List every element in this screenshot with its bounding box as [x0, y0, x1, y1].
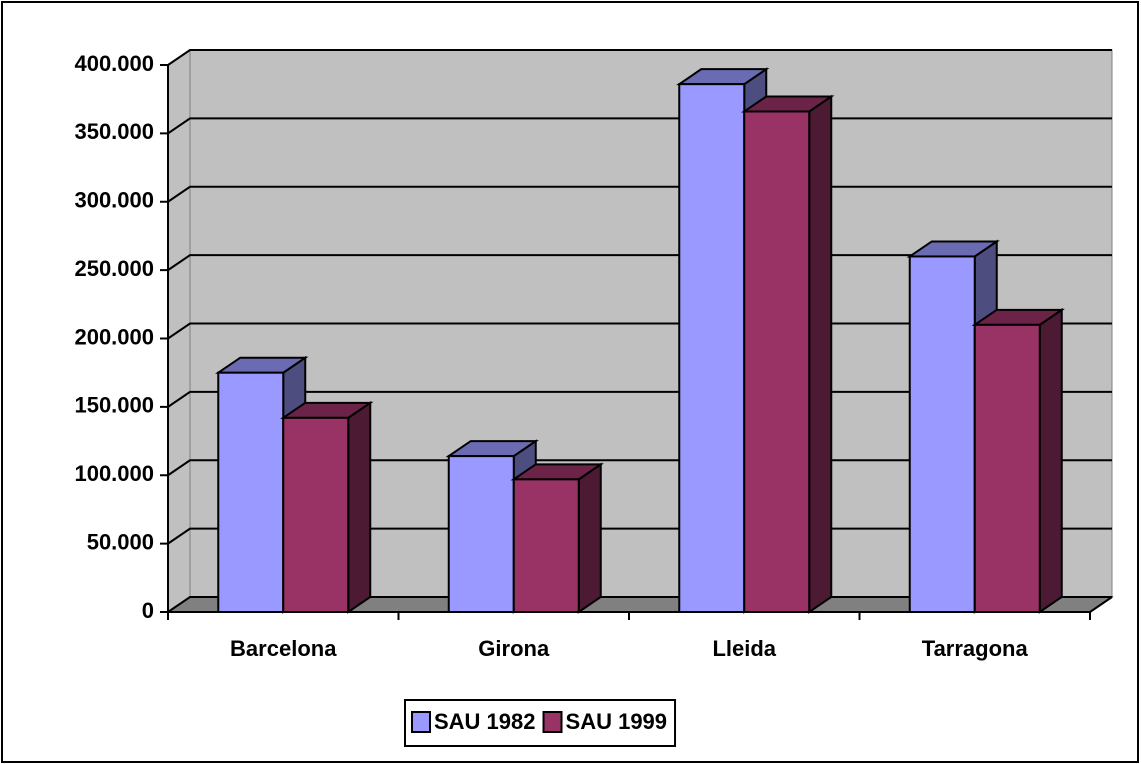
- legend-label: SAU 1982: [434, 709, 536, 734]
- bar: [743, 110, 811, 614]
- y-tick-label: 200.000: [74, 324, 154, 349]
- bar-side: [577, 462, 602, 614]
- bar-side: [1038, 307, 1063, 614]
- legend-swatch: [411, 711, 431, 733]
- y-tick-label: 400.000: [74, 51, 154, 76]
- legend-swatch: [542, 711, 563, 733]
- y-tick-label: 350.000: [74, 119, 154, 144]
- x-tick-label: Girona: [478, 636, 550, 661]
- bar: [447, 455, 515, 614]
- bar: [512, 478, 580, 614]
- x-axis-depth: [1089, 596, 1113, 613]
- y-tick-label: 50.000: [87, 529, 154, 554]
- y-tick-label: 150.000: [74, 393, 154, 418]
- legend-label: SAU 1999: [566, 709, 668, 734]
- y-tick-label: 0: [142, 598, 154, 623]
- y-tick-label: 100.000: [74, 461, 154, 486]
- grid-line: [167, 49, 1112, 66]
- bar-side: [808, 94, 833, 614]
- bar: [678, 83, 746, 613]
- bar: [908, 255, 976, 613]
- x-tick-label: Tarragona: [922, 636, 1029, 661]
- bar-side: [347, 400, 372, 614]
- y-tick-label: 300.000: [74, 188, 154, 213]
- bar: [217, 371, 285, 613]
- y-tick-label: 250.000: [74, 256, 154, 281]
- x-tick-label: Barcelona: [230, 636, 337, 661]
- bar: [282, 416, 350, 613]
- legend: [404, 699, 677, 747]
- bar: [973, 323, 1041, 613]
- x-tick-label: Lleida: [712, 636, 776, 661]
